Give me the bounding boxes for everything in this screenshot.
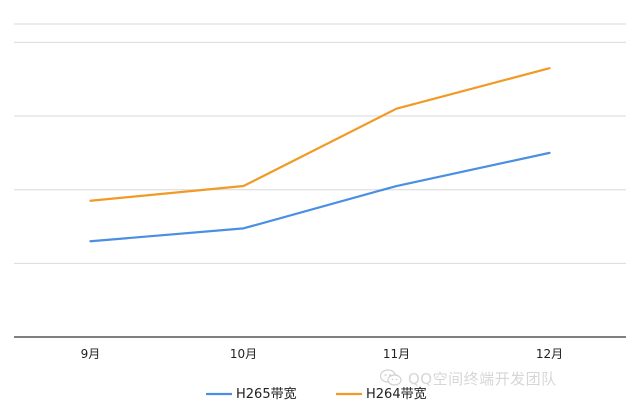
x-tick-label: 10月 (230, 347, 257, 361)
watermark-text: QQ空间终端开发团队 (408, 368, 557, 389)
series-line (91, 153, 550, 241)
wechat-icon (380, 369, 402, 387)
x-tick-label: 11月 (383, 347, 410, 361)
x-tick-label: 9月 (81, 347, 101, 361)
series-line (91, 68, 550, 201)
legend-label: H265带宽 (236, 386, 297, 402)
x-tick-label: 12月 (536, 347, 563, 361)
watermark: QQ空间终端开发团队 (380, 366, 630, 390)
